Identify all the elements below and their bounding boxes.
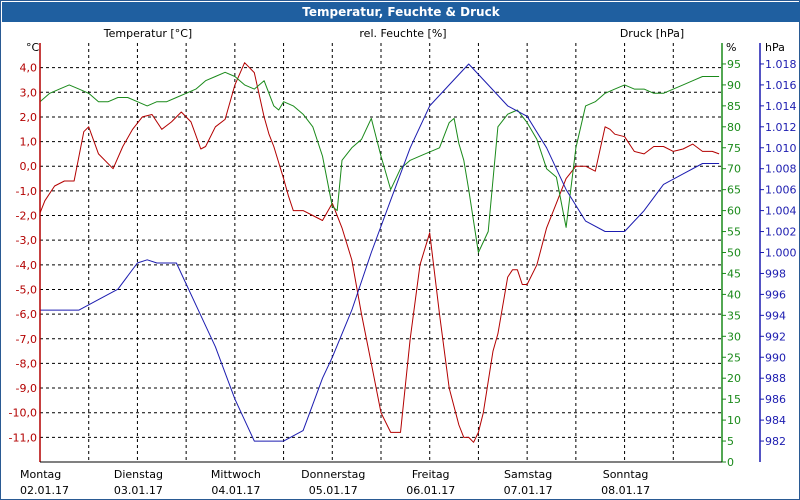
x-tick-day: Mittwoch <box>211 468 261 481</box>
temperature-tick-label: 2,0 <box>20 111 38 124</box>
x-tick-day: Montag <box>20 468 61 481</box>
x-tick-date: 02.01.17 <box>20 484 69 497</box>
pressure-tick-label: 1.012 <box>765 121 797 134</box>
temperature-tick-label: -11,0 <box>9 431 37 444</box>
pressure-tick-label: 1.000 <box>765 247 797 260</box>
temperature-axis-label: Temperatur [°C] <box>103 27 192 40</box>
pressure-tick-label: 1.018 <box>765 58 797 71</box>
pressure-tick-label: 1.004 <box>765 205 797 218</box>
temperature-tick-label: -10,0 <box>9 407 37 420</box>
axes-layer <box>39 43 764 463</box>
pressure-tick-label: 1.014 <box>765 100 797 113</box>
pressure-tick-label: 1.006 <box>765 184 797 197</box>
temperature-tick-label: -9,0 <box>16 382 37 395</box>
x-tick-date: 06.01.17 <box>406 484 455 497</box>
temperature-unit: °C <box>26 41 40 54</box>
temperature-series-line <box>39 62 720 443</box>
pressure-axis-label: Druck [hPa] <box>620 27 684 40</box>
pressure-tick-label: 982 <box>765 435 786 448</box>
temperature-tick-label: -1,0 <box>16 185 37 198</box>
humidity-tick-label: 85 <box>727 100 741 113</box>
temperature-tick-label: 3,0 <box>20 86 38 99</box>
humidity-tick-label: 95 <box>727 58 741 71</box>
humidity-tick-label: 0 <box>727 456 734 469</box>
humidity-tick-label: 60 <box>727 205 741 218</box>
humidity-tick-label: 65 <box>727 184 741 197</box>
pressure-tick-label: 986 <box>765 393 786 406</box>
pressure-tick-label: 984 <box>765 414 786 427</box>
humidity-series-line <box>39 71 720 253</box>
window-title: Temperatur, Feuchte & Druck <box>2 2 800 22</box>
pressure-tick-label: 1.016 <box>765 79 797 92</box>
humidity-tick-label: 20 <box>727 372 741 385</box>
x-tick-date: 04.01.17 <box>211 484 260 497</box>
humidity-axis-label: rel. Feuchte [%] <box>359 27 446 40</box>
x-tick-date: 08.01.17 <box>601 484 650 497</box>
temperature-tick-label: -3,0 <box>16 234 37 247</box>
pressure-unit: hPa <box>765 41 785 54</box>
temperature-tick-label: -6,0 <box>16 308 37 321</box>
humidity-tick-label: 15 <box>727 393 741 406</box>
tick-labels: 4,0 3,0 2,0 1,0 0,0 -1,0 -2,0 -3,0 -4,0 -5,0 -6,0 -… <box>9 58 797 497</box>
pressure-tick-label: 1.008 <box>765 163 797 176</box>
x-tick-day: Sonntag <box>603 468 649 481</box>
humidity-tick-label: 70 <box>727 163 741 176</box>
temperature-tick-label: 1,0 <box>20 136 38 149</box>
pressure-series-line <box>40 63 720 442</box>
x-tick-day: Donnerstag <box>301 468 365 481</box>
humidity-tick-label: 30 <box>727 330 741 343</box>
humidity-tick-label: 25 <box>727 351 741 364</box>
humidity-tick-label: 35 <box>727 309 741 322</box>
humidity-tick-label: 45 <box>727 267 741 280</box>
pressure-tick-label: 988 <box>765 372 786 385</box>
x-tick-date: 07.01.17 <box>504 484 553 497</box>
pressure-tick-label: 992 <box>765 330 786 343</box>
humidity-tick-label: 50 <box>727 247 741 260</box>
grid <box>40 43 722 462</box>
x-tick-day: Freitag <box>412 468 450 481</box>
pressure-tick-label: 996 <box>765 288 786 301</box>
temperature-tick-label: -8,0 <box>16 357 37 370</box>
humidity-tick-label: 55 <box>727 226 741 239</box>
temperature-tick-label: -7,0 <box>16 333 37 346</box>
x-tick-day: Dienstag <box>114 468 163 481</box>
pressure-tick-label: 1.010 <box>765 142 797 155</box>
humidity-unit: % <box>726 41 736 54</box>
humidity-tick-label: 90 <box>727 79 741 92</box>
pressure-tick-label: 994 <box>765 309 786 322</box>
pressure-tick-label: 1.002 <box>765 226 797 239</box>
pressure-tick-label: 998 <box>765 267 786 280</box>
humidity-tick-label: 5 <box>727 435 734 448</box>
pressure-tick-label: 990 <box>765 351 786 364</box>
humidity-tick-label: 40 <box>727 288 741 301</box>
temperature-tick-label: 0,0 <box>20 160 38 173</box>
temperature-tick-label: -4,0 <box>16 259 37 272</box>
series-layer <box>39 62 720 443</box>
humidity-tick-label: 75 <box>727 142 741 155</box>
x-tick-date: 03.01.17 <box>114 484 163 497</box>
x-tick-day: Samstag <box>504 468 552 481</box>
x-tick-date: 05.01.17 <box>309 484 358 497</box>
temperature-tick-label: -2,0 <box>16 210 37 223</box>
temperature-tick-label: -5,0 <box>16 283 37 296</box>
humidity-tick-label: 80 <box>727 121 741 134</box>
humidity-tick-label: 10 <box>727 414 741 427</box>
temperature-tick-label: 4,0 <box>20 62 38 75</box>
